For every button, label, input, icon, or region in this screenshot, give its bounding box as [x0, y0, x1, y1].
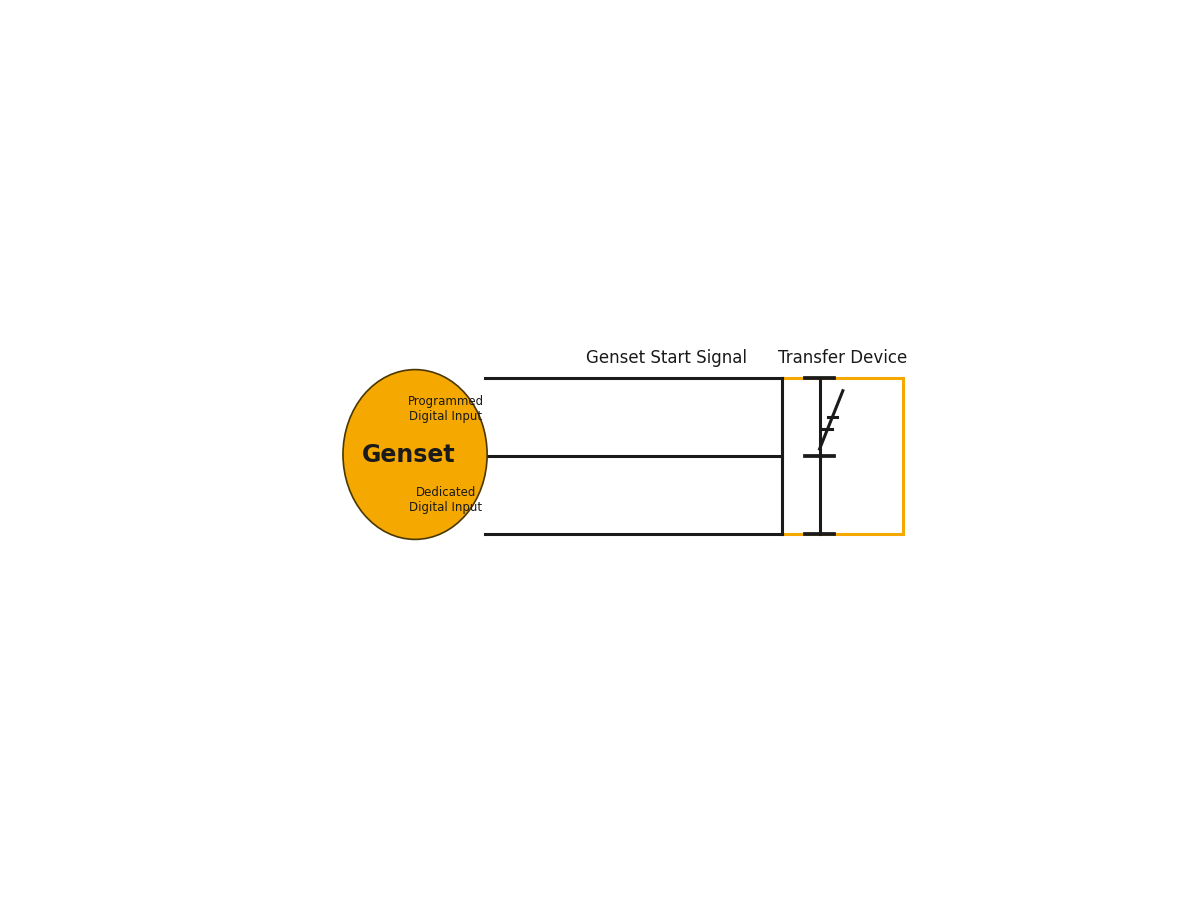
Bar [782, 378, 904, 535]
Text: Transfer Device: Transfer Device [779, 349, 907, 367]
Text: Genset Start Signal: Genset Start Signal [586, 349, 746, 367]
Text: Programmed
Digital Input: Programmed Digital Input [408, 395, 484, 424]
Text: Dedicated
Digital Input: Dedicated Digital Input [409, 485, 482, 514]
Text: Genset: Genset [361, 443, 455, 466]
Ellipse shape [343, 370, 487, 539]
